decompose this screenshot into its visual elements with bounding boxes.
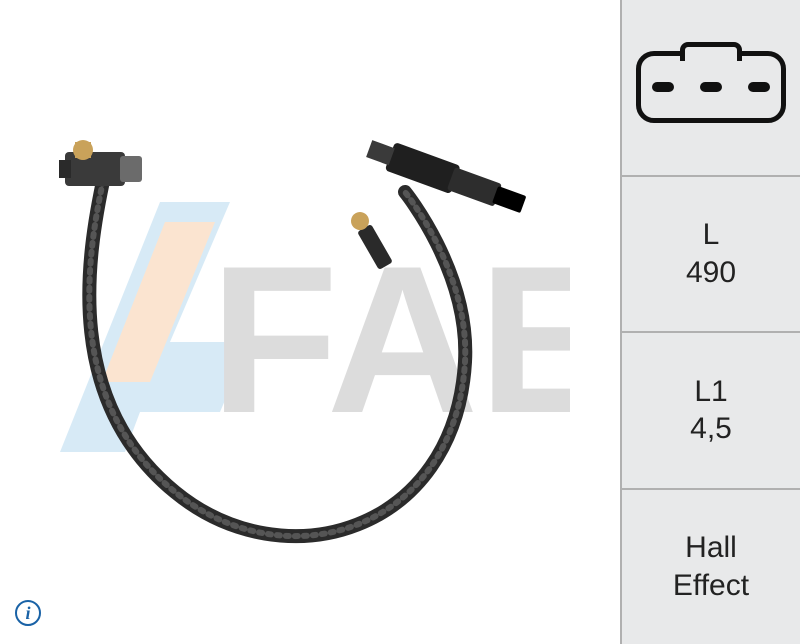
connector-pin — [748, 82, 770, 92]
info-icon[interactable]: i — [15, 600, 41, 626]
spec-text-line1: Hall — [685, 529, 737, 567]
spec-value: 4,5 — [690, 410, 732, 448]
product-image-area: FAE — [0, 0, 620, 644]
spec-label: L — [703, 216, 720, 254]
connector-icon — [636, 51, 786, 123]
connector-pin — [652, 82, 674, 92]
spec-value: 490 — [686, 254, 736, 292]
connector-pin — [700, 82, 722, 92]
info-icon-glyph: i — [25, 603, 30, 624]
spec-length-1: L1 4,5 — [622, 333, 800, 490]
spec-text-line2: Effect — [673, 567, 749, 605]
spec-column: L 490 L1 4,5 Hall Effect — [620, 0, 800, 644]
spec-connector-diagram — [622, 0, 800, 177]
product-spec-container: FAE — [0, 0, 800, 644]
product-illustration — [25, 62, 595, 582]
spec-sensor-type: Hall Effect — [622, 490, 800, 644]
spec-label: L1 — [694, 373, 727, 411]
spec-length: L 490 — [622, 177, 800, 334]
